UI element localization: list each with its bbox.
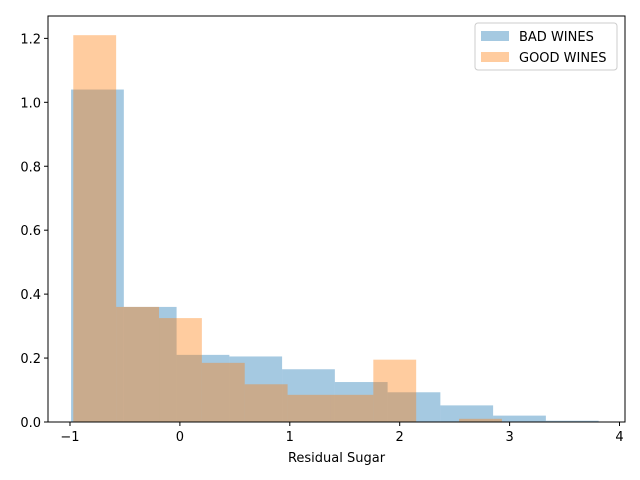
histogram-bar: [123, 306, 177, 422]
legend-label: GOOD WINES: [519, 51, 607, 66]
x-tick-label: 4: [615, 430, 623, 445]
histogram-bar: [159, 318, 202, 422]
y-tick-label: 0.8: [20, 160, 41, 175]
x-tick-label: 1: [286, 430, 294, 445]
x-tick-label: 0: [176, 430, 184, 445]
y-tick-label: 0.4: [20, 288, 41, 303]
plot-frame: [47, 15, 626, 423]
histogram-bar: [73, 35, 117, 423]
y-tick-label: 1.0: [20, 96, 41, 111]
histogram-bar: [201, 362, 245, 422]
histogram-bar: [459, 418, 502, 422]
y-tick-label: 0.2: [20, 352, 41, 367]
x-tick-label: −1: [60, 430, 79, 445]
y-axis-ticks: 0.0 0.2 0.4 0.6 0.8 1.0 1.2: [20, 32, 48, 431]
x-tick-label: 3: [505, 430, 513, 445]
bars-layer: [71, 35, 599, 423]
legend-box: [474, 22, 618, 71]
legend-swatch: [481, 52, 509, 62]
y-tick-label: 0.6: [20, 224, 41, 239]
histogram-bar: [545, 420, 599, 422]
x-axis-ticks: −1 0 1 2 3 4: [60, 422, 624, 445]
histogram-bar: [229, 356, 283, 422]
x-tick-label: 2: [396, 430, 404, 445]
x-axis-label: Residual Sugar: [288, 451, 386, 466]
histogram-bar: [493, 415, 546, 422]
histogram-bar: [287, 394, 331, 422]
histogram-bar: [334, 382, 388, 422]
y-tick-label: 0.0: [20, 416, 41, 431]
histogram-bar: [373, 359, 417, 422]
histogram-bar: [71, 89, 124, 422]
histogram-bar: [244, 384, 288, 422]
legend-swatch: [481, 31, 509, 41]
histogram-bar: [116, 306, 160, 422]
histogram-bar: [330, 394, 374, 422]
histogram-bar: [440, 405, 494, 422]
histogram-bar: [282, 369, 335, 422]
legend: BAD WINES GOOD WINES: [474, 22, 618, 71]
y-tick-label: 1.2: [20, 32, 41, 47]
legend-label: BAD WINES: [519, 30, 594, 45]
histogram-bar: [387, 392, 441, 422]
histogram-bar: [176, 354, 230, 422]
